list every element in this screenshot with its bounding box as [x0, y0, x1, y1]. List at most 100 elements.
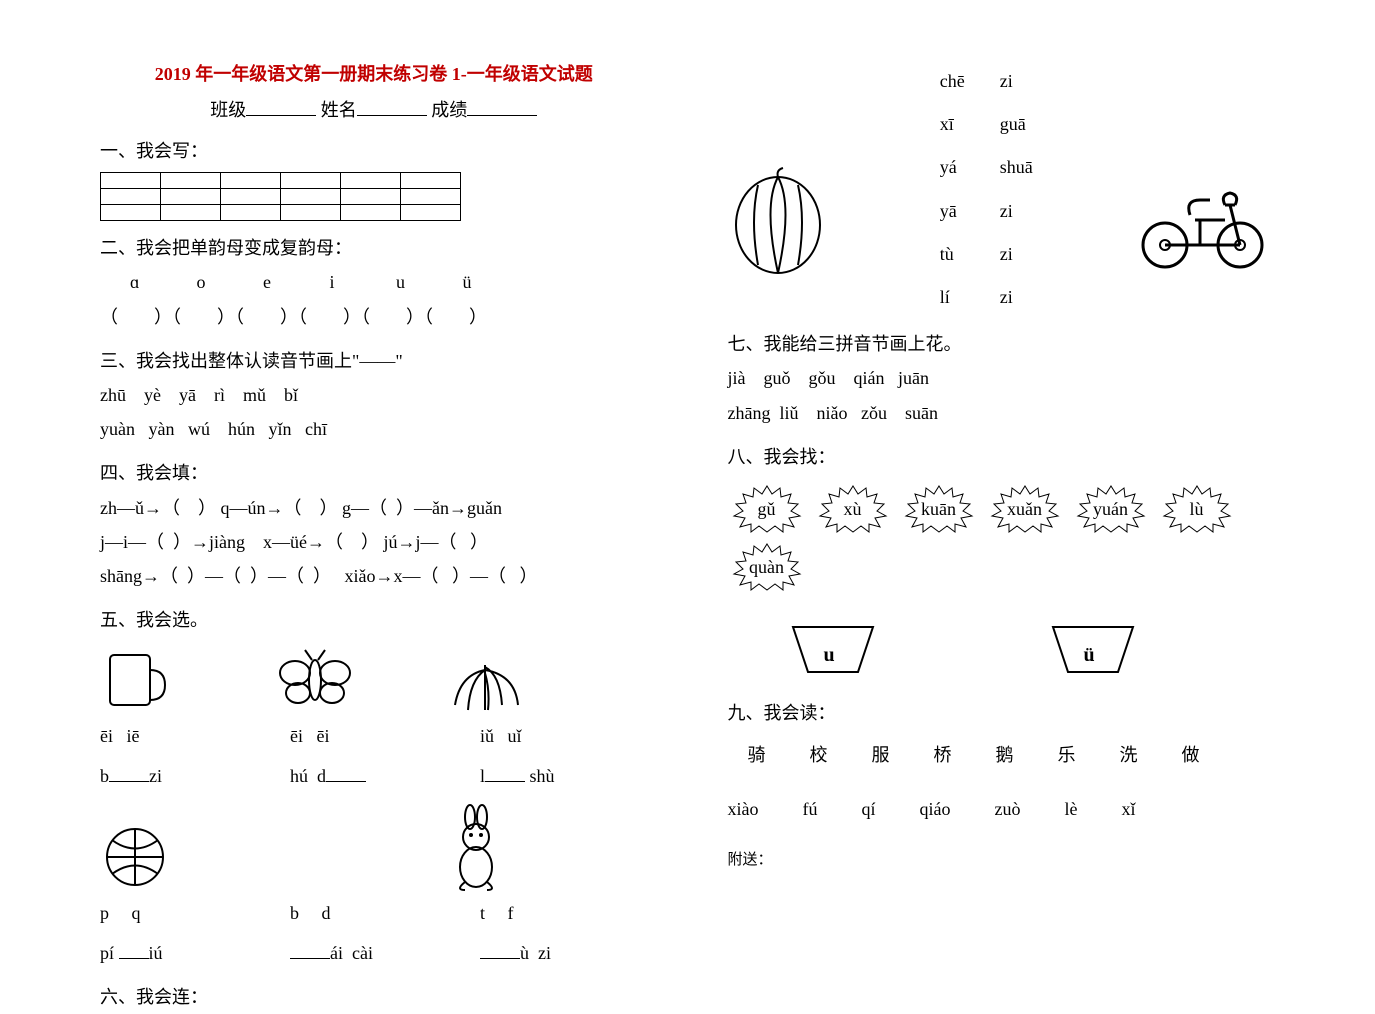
- section-2-heading: 二、我会把单韵母变成复韵母：: [100, 231, 648, 265]
- section-8-heading: 八、我会找：: [728, 440, 1276, 474]
- opt[interactable]: t: [480, 903, 485, 923]
- exam-title: 2019 年一年级语文第一册期末练习卷 1-一年级语文试题: [100, 60, 648, 86]
- cup-icon: [100, 645, 210, 715]
- right-column: chēzi xīguā yáshuā yāzi tùzi lízi 七、我能给三…: [688, 0, 1375, 971]
- s4-line2[interactable]: j—i—（ ）→jiàng x—üé→（ ） jú→j—（ ）: [100, 525, 648, 559]
- s5-fill-row1[interactable]: bzi hú d l shù: [100, 759, 648, 793]
- opt[interactable]: uǐ: [508, 726, 522, 746]
- vowel: u: [396, 265, 456, 299]
- vowel-row: ɑ o e i u ü: [100, 265, 648, 299]
- pin: shuā: [1000, 157, 1033, 177]
- pin: lí: [940, 276, 1000, 319]
- opt[interactable]: f: [508, 903, 514, 923]
- pin: yā: [940, 190, 1000, 233]
- pin: chē: [940, 60, 1000, 103]
- s3-row1[interactable]: zhū yè yā rì mǔ bǐ: [100, 378, 648, 412]
- class-blank[interactable]: [246, 98, 316, 116]
- bucket-label: ü: [1084, 636, 1095, 674]
- burst-text: kuān: [921, 492, 956, 526]
- bucket-uu[interactable]: ü: [1048, 622, 1128, 672]
- char: 骑: [748, 738, 766, 772]
- s4-line3[interactable]: shāng→（ ）—（ ）—（ ） xiǎo→x—（ ）—（ ）: [100, 559, 648, 593]
- section-5: 五、我会选。 ēi iē ēi ēi iǔ uǐ bzi hú d l shù: [100, 603, 648, 970]
- fill[interactable]: pí iú: [100, 936, 250, 970]
- section-9: 九、我会读： 骑 校 服 桥 鹅 乐 洗 做 xiào fú qí qiáo z…: [728, 696, 1276, 827]
- pin: guā: [1000, 114, 1026, 134]
- writing-grid[interactable]: [100, 172, 461, 221]
- vowel: ü: [463, 265, 523, 299]
- pin: fú: [803, 792, 818, 826]
- pin: zuò: [995, 792, 1021, 826]
- s3-row2[interactable]: yuàn yàn wú hún yǐn chī: [100, 412, 648, 446]
- fill[interactable]: bzi: [100, 759, 250, 793]
- opt[interactable]: ēi: [290, 726, 303, 746]
- name-blank[interactable]: [357, 98, 427, 116]
- pin: xī: [940, 103, 1000, 146]
- char-row[interactable]: 骑 校 服 桥 鹅 乐 洗 做: [728, 738, 1276, 772]
- bucket-label: u: [824, 636, 835, 674]
- vowel: e: [263, 265, 323, 299]
- burst-text: yuán: [1093, 492, 1128, 526]
- opt[interactable]: d: [322, 903, 331, 923]
- burst-text: xù: [844, 492, 862, 526]
- vowel: o: [197, 265, 257, 299]
- opt[interactable]: p: [100, 903, 109, 923]
- watermelon-icon: [728, 165, 828, 275]
- opt[interactable]: ēi: [317, 726, 330, 746]
- s6-pinyin-list[interactable]: chēzi xīguā yáshuā yāzi tùzi lízi: [940, 60, 1033, 319]
- pin: zi: [1000, 244, 1013, 264]
- s7-row2[interactable]: zhāng liǔ niǎo zǒu suān: [728, 396, 1276, 430]
- opt[interactable]: q: [132, 903, 141, 923]
- section-2: 二、我会把单韵母变成复韵母： ɑ o e i u ü （ ）（ ）（ ）（ ）（…: [100, 231, 648, 334]
- s5-fill-row2[interactable]: pí iú ái cài ù zi: [100, 936, 648, 970]
- burst-text: xuǎn: [1007, 492, 1042, 526]
- starburst[interactable]: lù: [1158, 484, 1236, 534]
- s6-content: chēzi xīguā yáshuā yāzi tùzi lízi: [728, 60, 1276, 319]
- char: 做: [1182, 738, 1200, 772]
- starburst[interactable]: kuān: [900, 484, 978, 534]
- pin: zi: [1000, 201, 1013, 221]
- s5-opt-row2: p q b d t f: [100, 896, 648, 930]
- opt[interactable]: ēi: [100, 726, 113, 746]
- opt[interactable]: iē: [127, 726, 140, 746]
- bucket-u[interactable]: u: [788, 622, 868, 672]
- starburst[interactable]: xuǎn: [986, 484, 1064, 534]
- pin: zi: [1000, 287, 1013, 307]
- opt[interactable]: iǔ: [480, 726, 494, 746]
- section-7: 七、我能给三拼音节画上花。 jià guǒ gǒu qián juān zhān…: [728, 327, 1276, 430]
- section-5-heading: 五、我会选。: [100, 603, 648, 637]
- pin: yá: [940, 146, 1000, 189]
- starburst[interactable]: xù: [814, 484, 892, 534]
- name-label: 姓名: [321, 100, 357, 120]
- s7-row1[interactable]: jià guǒ gǒu qián juān: [728, 361, 1276, 395]
- fill[interactable]: hú d: [290, 759, 440, 793]
- section-6-heading-only: 六、我会连：: [100, 980, 648, 1014]
- section-3-heading: 三、我会找出整体认读音节画上"——": [100, 344, 648, 378]
- rabbit-icon: [440, 802, 550, 892]
- pin: xǐ: [1122, 792, 1136, 826]
- burst-text: quàn: [749, 550, 784, 584]
- starburst[interactable]: quàn: [728, 542, 806, 592]
- s4-line1[interactable]: zh—ǔ→（ ） q—ún→（ ） g—（ ）—ǎn→guǎn: [100, 491, 648, 525]
- char: 服: [872, 738, 890, 772]
- burst-text: gǔ: [758, 492, 776, 526]
- footer-note: 附送：: [728, 846, 1276, 875]
- paren-row[interactable]: （ ）（ ）（ ）（ ）（ ）（ ）: [100, 300, 648, 334]
- fill[interactable]: ù zi: [480, 936, 630, 970]
- opt[interactable]: b: [290, 903, 299, 923]
- class-label: 班级: [210, 100, 246, 120]
- starburst-row: gǔ xù kuān xuǎn yuán lù quàn: [728, 484, 1276, 592]
- section-1-heading: 一、我会写：: [100, 134, 648, 168]
- section-6-heading: 六、我会连：: [100, 980, 648, 1014]
- fill[interactable]: l shù: [480, 759, 630, 793]
- starburst[interactable]: gǔ: [728, 484, 806, 534]
- starburst[interactable]: yuán: [1072, 484, 1150, 534]
- score-label: 成绩: [431, 100, 467, 120]
- section-1: 一、我会写：: [100, 134, 648, 221]
- butterfly-icon: [270, 645, 380, 715]
- vowel: i: [330, 265, 390, 299]
- score-blank[interactable]: [467, 98, 537, 116]
- section-8: 八、我会找： gǔ xù kuān xuǎn yuán lù quàn u ü: [728, 440, 1276, 672]
- fill[interactable]: ái cài: [290, 936, 440, 970]
- pinyin-row[interactable]: xiào fú qí qiáo zuò lè xǐ: [728, 792, 1276, 826]
